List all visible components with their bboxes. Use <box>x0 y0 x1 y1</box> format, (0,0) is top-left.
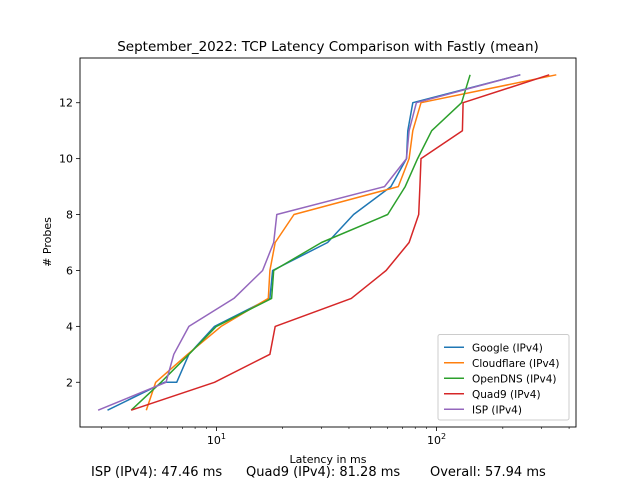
latency-chart: September_2022: TCP Latency Comparison w… <box>41 39 577 465</box>
chart-title: September_2022: TCP Latency Comparison w… <box>117 39 539 55</box>
series-line-1 <box>145 74 557 411</box>
footer-overall-mean: Overall: 57.94 ms <box>430 465 546 480</box>
legend-box <box>437 334 570 421</box>
series-line-0 <box>107 74 521 411</box>
footer-quad9-mean: Quad9 (IPv4): 81.28 ms <box>246 465 401 480</box>
x-axis-label: Latency in ms <box>290 453 367 465</box>
footer-isp-mean: ISP (IPv4): 47.46 ms <box>91 465 223 480</box>
y-axis-label: # Probes <box>41 217 54 267</box>
y-tick-label: 12 <box>59 97 73 110</box>
series-layer <box>97 74 557 411</box>
plot-frame <box>79 57 577 428</box>
legend: Google (IPv4) Cloudflare (IPv4) OpenDNS (I… <box>437 334 570 421</box>
y-tick-label: 2 <box>66 376 73 389</box>
series-line-4 <box>97 74 521 411</box>
series-line-3 <box>130 74 550 411</box>
y-tick-label: 6 <box>66 264 73 277</box>
legend-label-4: ISP (IPv4) <box>472 404 522 416</box>
y-tick-label: 10 <box>59 153 73 166</box>
x-tick-label: 101 <box>207 432 226 447</box>
summary-footer: ISP (IPv4): 47.46 ms Quad9 (IPv4): 81.28… <box>0 465 640 480</box>
legend-label-0: Google (IPv4) <box>472 342 543 354</box>
legend-label-3: Quad9 (IPv4) <box>472 389 541 401</box>
axis-layer: 2 4 6 8 10 12 101 102 <box>59 97 570 447</box>
y-tick-label: 8 <box>66 209 73 222</box>
legend-label-2: OpenDNS (IPv4) <box>472 373 557 385</box>
legend-label-1: Cloudflare (IPv4) <box>472 358 559 370</box>
x-tick-label: 102 <box>427 432 446 447</box>
series-line-2 <box>130 74 471 411</box>
y-tick-label: 4 <box>66 320 73 333</box>
